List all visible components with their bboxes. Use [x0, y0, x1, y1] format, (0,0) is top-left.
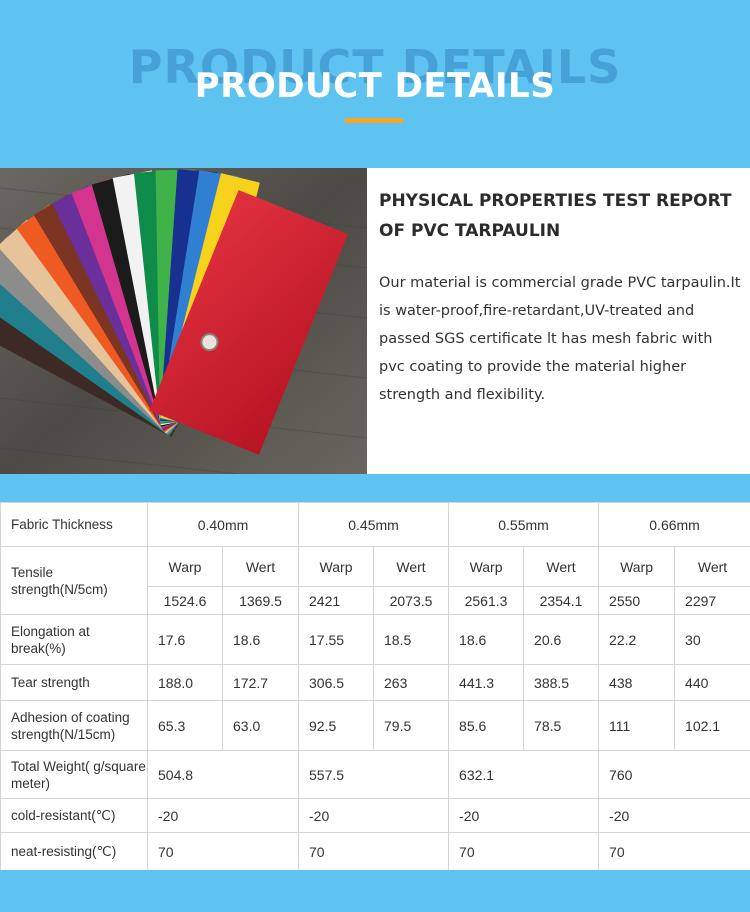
spec-table: Fabric Thickness 0.40mm 0.45mm 0.55mm 0.… [0, 502, 750, 871]
heat-row: neat-resisting(℃) 70 70 70 70 [0, 832, 750, 871]
value-cell: 632.1 [448, 750, 600, 799]
value-cell: 20.6 [523, 614, 600, 665]
value-cell: 70 [146, 832, 300, 871]
direction-cell: Warp [598, 546, 676, 587]
value-cell: 2561.3 [448, 586, 525, 615]
report-title: PHYSICAL PROPERTIES TEST REPORT OF PVC T… [379, 191, 732, 241]
value-cell: 188.0 [147, 664, 223, 701]
cold-row: cold-resistant(℃) -20 -20 -20 -20 [0, 798, 750, 833]
value-cell: -20 [146, 798, 300, 833]
value-cell: 17.55 [298, 614, 375, 665]
section-divider-bottom [0, 870, 750, 912]
value-cell: -20 [448, 798, 600, 833]
thickness-cell: 0.45mm [298, 502, 450, 547]
value-cell: 18.6 [221, 614, 300, 665]
page-title: PRODUCT DETAILS [194, 66, 556, 106]
value-cell: 22.2 [598, 614, 676, 665]
value-cell: 63.0 [221, 700, 300, 751]
value-cell: 70 [448, 832, 600, 871]
thickness-cell: 0.66mm [598, 502, 750, 547]
value-cell: 760 [598, 750, 750, 799]
pvc-color-swatch-photo [0, 168, 367, 474]
hero-banner: PRODUCT DETAILS PRODUCT DETAILS [0, 0, 750, 168]
hero-ghost-text: PRODUCT DETAILS [128, 40, 622, 94]
value-cell: 1524.6 [147, 586, 223, 615]
direction-cell: Wert [221, 546, 300, 587]
thickness-cell: 0.40mm [146, 502, 300, 547]
value-cell: 92.5 [298, 700, 375, 751]
value-cell: 172.7 [221, 664, 300, 701]
value-cell: 70 [298, 832, 450, 871]
value-cell: 440 [674, 664, 750, 701]
direction-row: Tensile strength(N/5cm) Warp Wert Warp W… [0, 546, 750, 615]
value-cell: 2550 [598, 586, 676, 615]
tear-row: Tear strength 188.0 172.7 306.5 263 441.… [0, 664, 750, 701]
row-label-heat: neat-resisting(℃) [0, 832, 148, 871]
direction-cell: Warp [147, 546, 223, 587]
value-cell: 441.3 [448, 664, 525, 701]
value-cell: 438 [598, 664, 676, 701]
value-cell: 557.5 [298, 750, 450, 799]
weight-row: Total Weight( g/square meter) 504.8 557.… [0, 750, 750, 799]
value-cell: 70 [598, 832, 750, 871]
value-cell: 18.6 [448, 614, 525, 665]
value-cell: 102.1 [674, 700, 750, 751]
row-label-cold: cold-resistant(℃) [0, 798, 148, 833]
value-cell: 111 [598, 700, 676, 751]
value-cell: 388.5 [523, 664, 600, 701]
value-cell: 263 [373, 664, 450, 701]
value-cell: 2073.5 [373, 586, 450, 615]
row-label-tear: Tear strength [0, 664, 148, 701]
value-cell: 65.3 [147, 700, 223, 751]
value-cell: 2354.1 [523, 586, 600, 615]
value-cell: 30 [674, 614, 750, 665]
adhesion-row: Adhesion of coating strength(N/15cm) 65.… [0, 700, 750, 751]
value-cell: 2421 [298, 586, 375, 615]
direction-cell: Wert [523, 546, 600, 587]
value-cell: 18.5 [373, 614, 450, 665]
value-cell: 2297 [674, 586, 750, 615]
value-cell: 79.5 [373, 700, 450, 751]
direction-cell: Warp [298, 546, 375, 587]
thickness-cell: 0.55mm [448, 502, 600, 547]
swatch-fan-illustration [0, 168, 367, 474]
intro-section: PHYSICAL PROPERTIES TEST REPORT OF PVC T… [0, 168, 750, 474]
direction-cell: Warp [448, 546, 525, 587]
direction-cell: Wert [373, 546, 450, 587]
row-label-elongation: Elongation at break(%) [0, 614, 148, 665]
report-description: Our material is commercial grade PVC tar… [379, 275, 741, 403]
row-label-adhesion: Adhesion of coating strength(N/15cm) [0, 700, 148, 751]
value-cell: 1369.5 [221, 586, 300, 615]
section-divider-top [0, 474, 750, 502]
value-cell: 504.8 [146, 750, 300, 799]
value-cell: 306.5 [298, 664, 375, 701]
value-cell: 78.5 [523, 700, 600, 751]
value-cell: -20 [598, 798, 750, 833]
title-underline [345, 118, 403, 123]
value-cell: 17.6 [147, 614, 223, 665]
thickness-row: Fabric Thickness 0.40mm 0.45mm 0.55mm 0.… [0, 502, 750, 547]
row-label-thickness: Fabric Thickness [0, 502, 148, 547]
row-label-tensile: Tensile strength(N/5cm) [0, 546, 148, 615]
elongation-row: Elongation at break(%) 17.6 18.6 17.55 1… [0, 614, 750, 665]
value-cell: -20 [298, 798, 450, 833]
direction-cell: Wert [674, 546, 750, 587]
row-label-weight: Total Weight( g/square meter) [0, 750, 148, 799]
value-cell: 85.6 [448, 700, 525, 751]
